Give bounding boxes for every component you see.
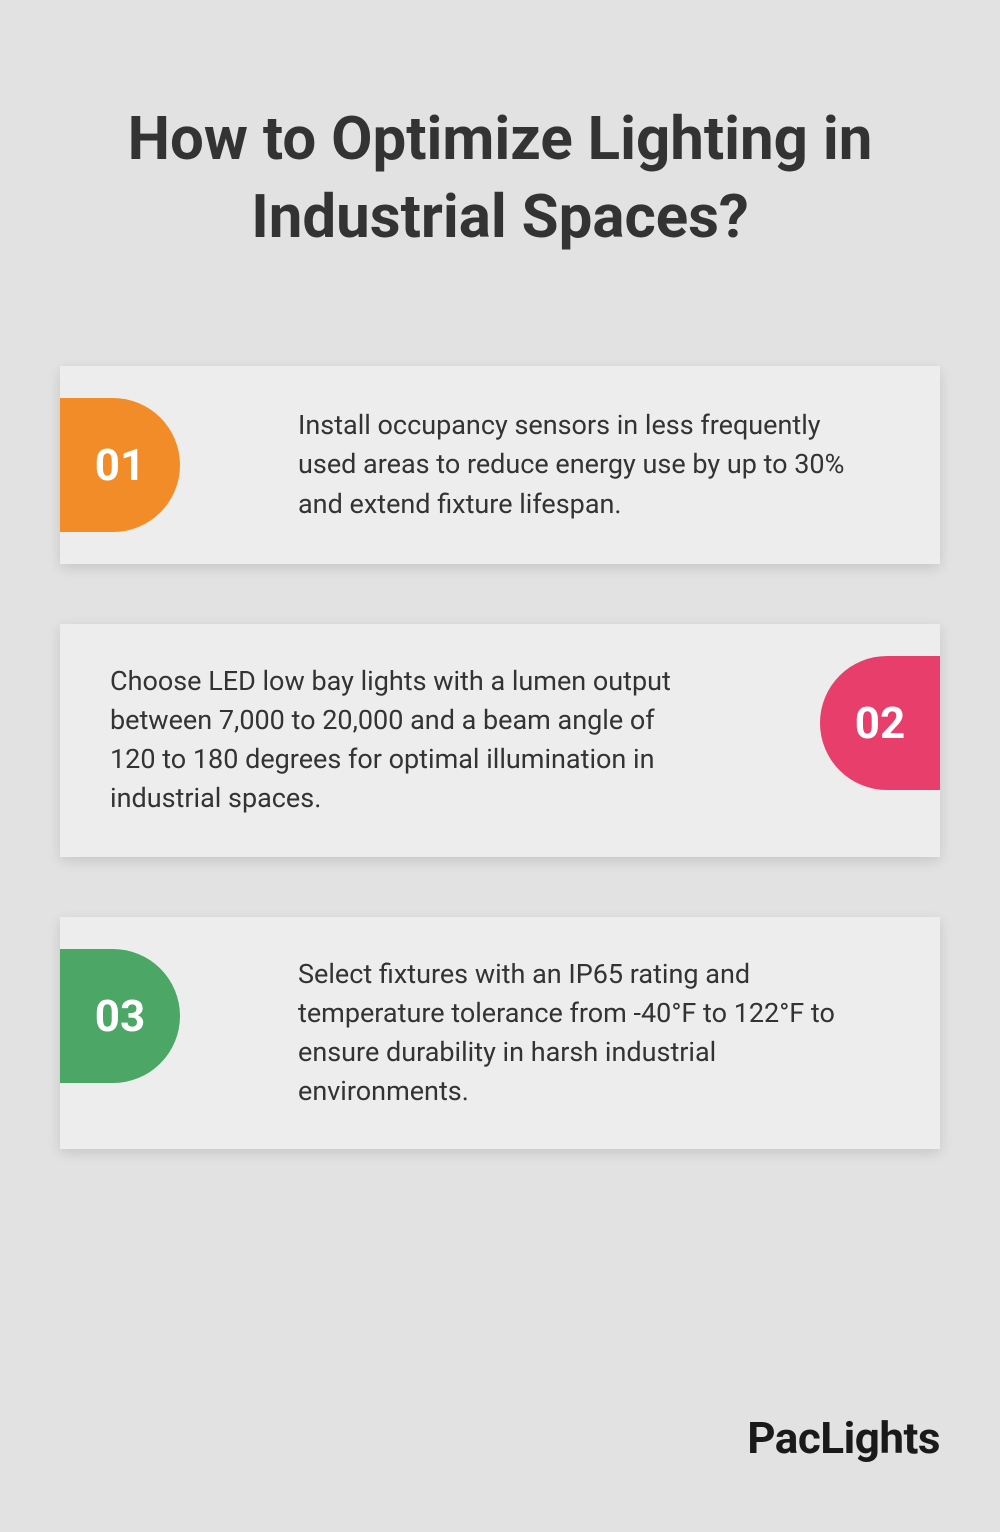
card-02: 02 Choose LED low bay lights with a lume… — [60, 624, 940, 857]
card-text-01: Install occupancy sensors in less freque… — [298, 406, 880, 523]
main-title: How to Optimize Lighting in Industrial S… — [60, 100, 940, 256]
card-text-03: Select fixtures with an IP65 rating and … — [298, 955, 880, 1112]
card-01: 01 Install occupancy sensors in less fre… — [60, 366, 940, 564]
badge-02: 02 — [820, 656, 940, 790]
brand-logo: PacLights — [747, 1412, 940, 1464]
badge-number-02: 02 — [855, 697, 906, 749]
infographic-container: How to Optimize Lighting in Industrial S… — [0, 0, 1000, 1269]
card-03: 03 Select fixtures with an IP65 rating a… — [60, 917, 940, 1150]
card-text-02: Choose LED low bay lights with a lumen o… — [110, 662, 702, 819]
badge-number-01: 01 — [95, 439, 146, 491]
badge-03: 03 — [60, 949, 180, 1083]
badge-01: 01 — [60, 398, 180, 532]
badge-number-03: 03 — [95, 990, 146, 1042]
